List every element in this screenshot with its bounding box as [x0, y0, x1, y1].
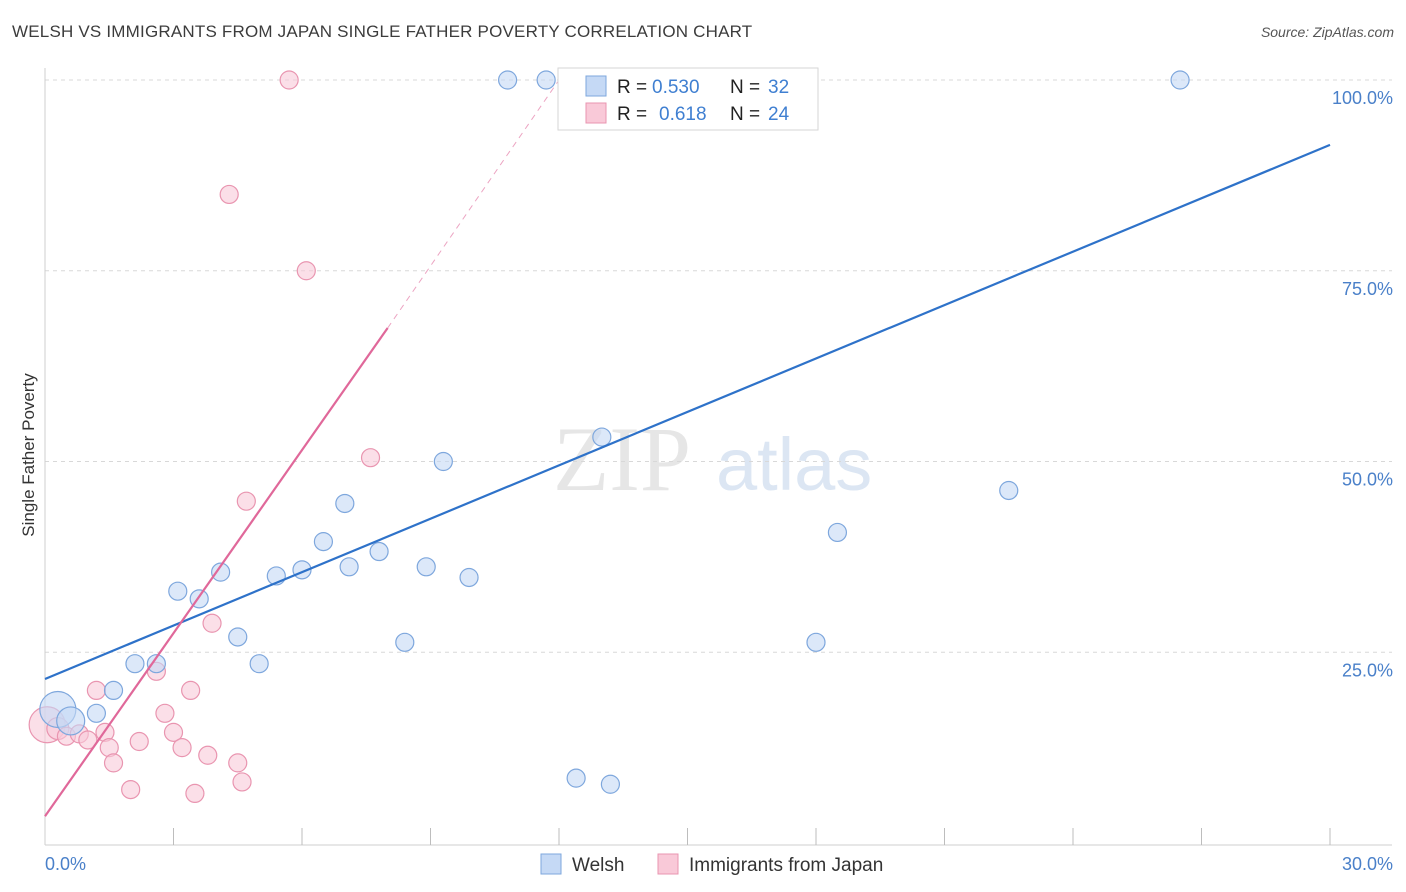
x-tick-label-min: 0.0% — [45, 854, 86, 874]
welsh-point-20 — [459, 567, 479, 588]
japan-point-23 — [279, 70, 299, 90]
japan-point-16 — [185, 783, 205, 804]
legend-box: R = 0.530 N = 32 R = 0.618 N = 24 — [557, 67, 819, 131]
legend-welsh-n-label: N = — [730, 77, 760, 98]
japan-point-5 — [86, 680, 107, 701]
y-axis-title: Single Father Poverty — [19, 373, 38, 537]
japan-point-4 — [78, 730, 98, 750]
welsh-point-24 — [600, 774, 621, 794]
welsh-point-10 — [249, 654, 269, 674]
y-tick-label-25: 25.0% — [1342, 660, 1393, 680]
welsh-point-25 — [592, 427, 612, 447]
chart-source: Source: ZipAtlas.com — [1260, 24, 1394, 40]
welsh-point-22 — [536, 70, 556, 90]
japan-point-20 — [228, 753, 248, 773]
welsh-point-28 — [806, 632, 826, 652]
x-tick-labels: 0.0% 30.0% — [45, 854, 1393, 874]
japan-point-13 — [163, 722, 184, 742]
welsh-point-21 — [498, 70, 518, 90]
japan-trend-line — [44, 327, 389, 817]
welsh-point-30 — [999, 480, 1019, 501]
welsh-point-8 — [211, 562, 231, 582]
welsh-point-1 — [56, 706, 86, 736]
bottom-legend-swatch-japan — [657, 853, 679, 875]
welsh-point-15 — [335, 493, 355, 514]
japan-trend-extension — [387, 79, 560, 329]
gridlines — [45, 79, 1392, 653]
legend-japan-n-label: N = — [730, 104, 760, 125]
x-tick-label-max: 30.0% — [1342, 854, 1393, 874]
welsh-point-9 — [228, 627, 248, 647]
japan-point-12 — [155, 703, 175, 723]
legend-welsh-r-value: 0.530 — [652, 77, 700, 98]
welsh-point-18 — [416, 557, 436, 577]
japan-point-10 — [129, 731, 149, 752]
watermark-atlas: atlas — [716, 423, 872, 506]
y-tick-label-100: 100.0% — [1332, 88, 1393, 108]
series-welsh-points — [39, 70, 1190, 794]
legend-swatch-welsh — [585, 75, 607, 97]
watermark: ZIP atlas — [553, 408, 872, 510]
welsh-point-31 — [1170, 70, 1190, 90]
welsh-point-23 — [566, 768, 586, 788]
welsh-point-5 — [146, 654, 166, 674]
welsh-point-4 — [125, 654, 145, 674]
chart-title: WELSH VS IMMIGRANTS FROM JAPAN SINGLE FA… — [12, 22, 753, 41]
welsh-point-6 — [168, 581, 188, 601]
bottom-legend-welsh: Welsh — [572, 855, 624, 876]
welsh-trend-line — [44, 143, 1331, 680]
japan-point-9 — [121, 779, 141, 800]
japan-point-15 — [181, 680, 201, 701]
welsh-point-17 — [395, 632, 415, 652]
bottom-legend-japan: Immigrants from Japan — [689, 855, 883, 876]
welsh-point-16 — [369, 541, 389, 562]
japan-point-14 — [172, 738, 192, 758]
japan-point-17 — [198, 745, 218, 765]
japan-point-19 — [219, 184, 239, 205]
japan-point-8 — [103, 753, 124, 773]
bottom-legend-swatch-welsh — [540, 853, 562, 875]
legend-welsh-r-label: R = — [617, 77, 647, 98]
japan-point-24 — [296, 261, 316, 281]
y-tick-label-50: 50.0% — [1342, 470, 1393, 490]
welsh-point-13 — [313, 532, 334, 552]
bottom-legend: Welsh Immigrants from Japan — [540, 853, 883, 876]
y-tick-label-75: 75.0% — [1342, 279, 1393, 299]
welsh-point-2 — [86, 703, 107, 723]
welsh-point-29 — [827, 522, 848, 543]
trend-lines — [44, 79, 1331, 817]
legend-japan-r-value: 0.618 — [659, 104, 707, 125]
japan-point-18 — [202, 613, 222, 633]
legend-japan-n-value: 24 — [768, 104, 790, 125]
welsh-point-3 — [103, 680, 124, 701]
legend-japan-r-label: R = — [617, 104, 647, 125]
japan-point-21 — [232, 772, 252, 792]
japan-point-22 — [236, 491, 256, 511]
legend-swatch-japan — [585, 102, 607, 124]
welsh-point-19 — [433, 451, 453, 472]
legend-welsh-n-value: 32 — [768, 77, 789, 98]
y-tick-labels: 25.0% 50.0% 75.0% 100.0% — [1332, 88, 1393, 680]
welsh-point-14 — [339, 557, 359, 577]
series-japan-points — [28, 70, 381, 804]
japan-point-25 — [360, 448, 381, 468]
